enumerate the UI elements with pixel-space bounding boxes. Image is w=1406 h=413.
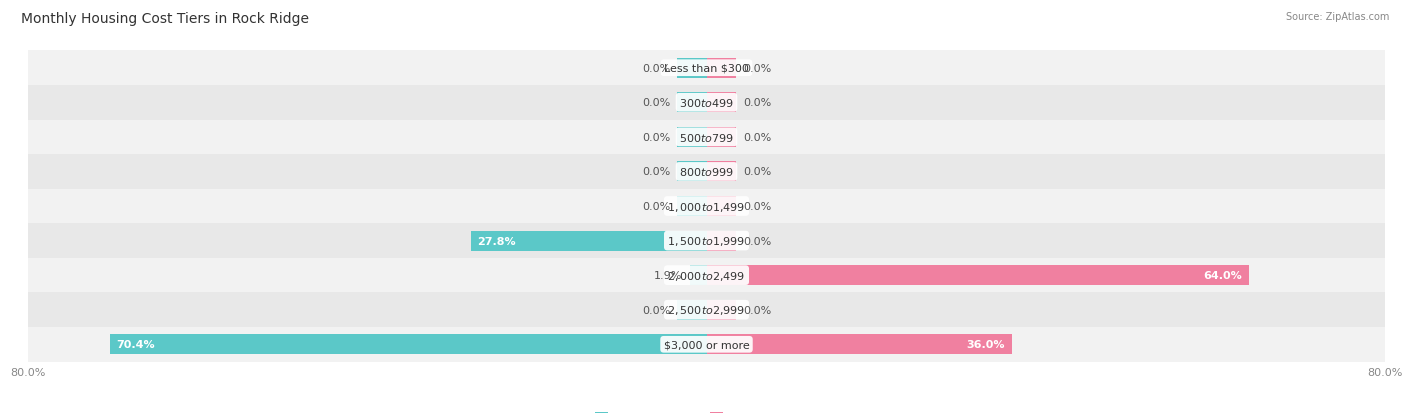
Text: 0.0%: 0.0% xyxy=(742,133,772,142)
Bar xyxy=(676,162,707,182)
Bar xyxy=(471,231,707,251)
Bar xyxy=(28,51,1385,86)
Bar xyxy=(28,86,1385,120)
Text: 0.0%: 0.0% xyxy=(742,236,772,246)
Text: 0.0%: 0.0% xyxy=(742,202,772,211)
Text: 64.0%: 64.0% xyxy=(1204,271,1243,280)
Bar xyxy=(707,93,737,113)
Bar xyxy=(707,231,737,251)
Bar xyxy=(676,93,707,113)
Bar xyxy=(28,293,1385,327)
Text: $2,000 to $2,499: $2,000 to $2,499 xyxy=(668,269,745,282)
Text: 0.0%: 0.0% xyxy=(641,167,671,177)
Bar xyxy=(28,120,1385,155)
Text: 0.0%: 0.0% xyxy=(641,305,671,315)
Bar xyxy=(28,155,1385,189)
Text: $3,000 or more: $3,000 or more xyxy=(664,339,749,349)
Bar xyxy=(707,162,737,182)
Bar xyxy=(676,128,707,147)
Text: $500 to $799: $500 to $799 xyxy=(679,131,734,143)
Bar xyxy=(707,335,1012,354)
Text: $1,500 to $1,999: $1,500 to $1,999 xyxy=(668,235,745,247)
Text: 0.0%: 0.0% xyxy=(641,98,671,108)
Legend: Owner-occupied, Renter-occupied: Owner-occupied, Renter-occupied xyxy=(591,408,823,413)
Text: 70.4%: 70.4% xyxy=(117,339,155,349)
Text: 27.8%: 27.8% xyxy=(478,236,516,246)
Text: $800 to $999: $800 to $999 xyxy=(679,166,734,178)
Text: 0.0%: 0.0% xyxy=(742,305,772,315)
Bar xyxy=(110,335,707,354)
Bar xyxy=(676,59,707,78)
Text: $2,500 to $2,999: $2,500 to $2,999 xyxy=(668,304,745,316)
Text: 0.0%: 0.0% xyxy=(742,167,772,177)
Bar xyxy=(28,189,1385,224)
Text: 36.0%: 36.0% xyxy=(966,339,1005,349)
Bar xyxy=(28,327,1385,362)
Bar xyxy=(676,197,707,216)
Bar xyxy=(707,59,737,78)
Text: 0.0%: 0.0% xyxy=(742,98,772,108)
Text: Less than $300: Less than $300 xyxy=(664,64,749,74)
Text: 0.0%: 0.0% xyxy=(641,64,671,74)
Text: Monthly Housing Cost Tiers in Rock Ridge: Monthly Housing Cost Tiers in Rock Ridge xyxy=(21,12,309,26)
Bar xyxy=(707,300,737,320)
Bar xyxy=(676,300,707,320)
Bar xyxy=(707,128,737,147)
Bar xyxy=(28,224,1385,258)
Text: $1,000 to $1,499: $1,000 to $1,499 xyxy=(668,200,745,213)
Text: Source: ZipAtlas.com: Source: ZipAtlas.com xyxy=(1285,12,1389,22)
Bar xyxy=(707,266,1250,285)
Text: 1.9%: 1.9% xyxy=(654,271,682,280)
Bar xyxy=(690,266,707,285)
Bar xyxy=(28,258,1385,293)
Text: 0.0%: 0.0% xyxy=(641,133,671,142)
Text: 0.0%: 0.0% xyxy=(641,202,671,211)
Bar xyxy=(707,197,737,216)
Text: 0.0%: 0.0% xyxy=(742,64,772,74)
Text: $300 to $499: $300 to $499 xyxy=(679,97,734,109)
